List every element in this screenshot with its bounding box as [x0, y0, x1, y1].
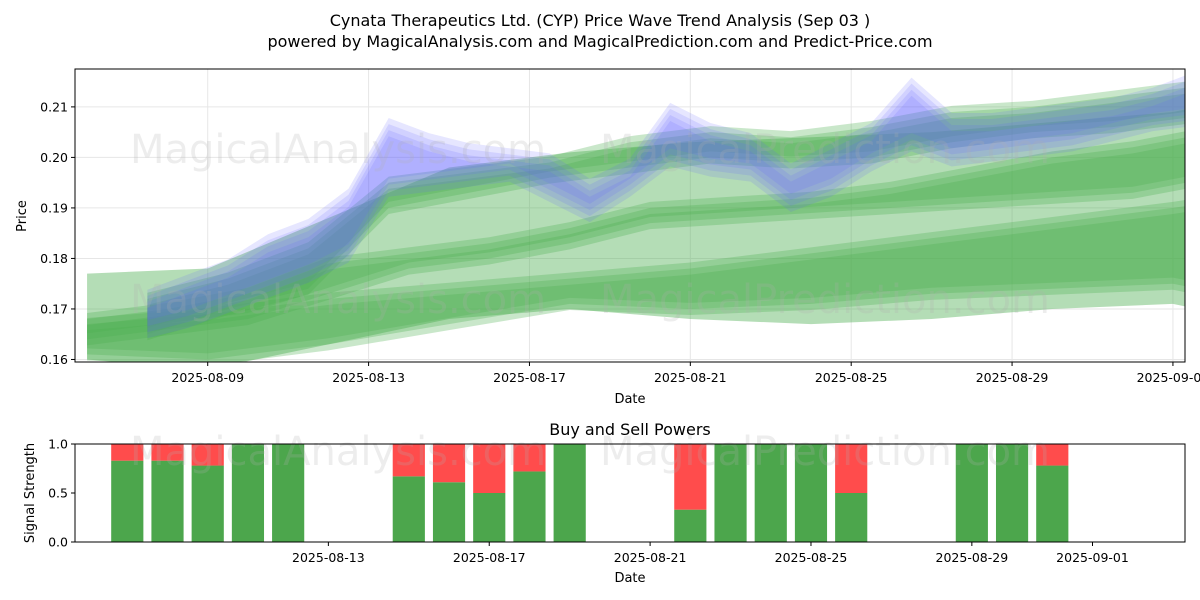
buy-bar-12 [754, 444, 787, 542]
price-watermarks: MagicalAnalysis.com MagicalPrediction.co… [130, 127, 1050, 323]
wave-bands [87, 75, 1185, 362]
signal-x-tick-label-1: 2025-08-17 [453, 550, 526, 565]
signal-y-label: Signal Strength [23, 443, 38, 543]
price-y-tick-label-3: 0.19 [40, 200, 68, 215]
price-x-ticks: 2025-08-09 2025-08-13 2025-08-17 2025-08-21… [171, 362, 1200, 385]
sell-bar-17 [1036, 444, 1069, 466]
price-y-label: Price [15, 200, 30, 232]
watermark-analysis-top: MagicalAnalysis.com [130, 127, 546, 173]
signal-y-tick-label-2: 1.0 [48, 437, 68, 452]
wide-range-wave-band-0 [87, 109, 1185, 362]
buy-bar-2 [191, 465, 224, 542]
watermark-prediction-top: MagicalPrediction.com [600, 127, 1050, 173]
sell-bar-1 [151, 444, 184, 461]
short-term-wave-band-0 [147, 93, 1185, 341]
mid-term-wave-band-1 [87, 137, 1185, 340]
actual-price-wave-band-3 [147, 75, 1185, 321]
watermark-prediction-mid: MagicalPrediction.com [600, 277, 1050, 323]
price-y-tick-label-0: 0.16 [40, 352, 68, 367]
buy-sell-bars [111, 444, 1069, 542]
sell-bar-7 [473, 444, 506, 493]
chart-title: Cynata Therapeutics Ltd. (CYP) Price Wav… [330, 11, 871, 30]
buy-bar-4 [272, 444, 305, 542]
price-x-tick-label-5: 2025-08-29 [976, 370, 1049, 385]
sell-bar-0 [111, 444, 144, 461]
signal-x-ticks: 2025-08-13 2025-08-17 2025-08-21 2025-08-25… [292, 542, 1129, 565]
sell-bar-2 [191, 444, 224, 466]
signal-x-tick-label-5: 2025-09-01 [1056, 550, 1129, 565]
sell-bar-8 [513, 444, 546, 472]
buy-sell-panel: Buy and Sell Powers MagicalAnalysis.com … [23, 420, 1186, 586]
actual-price-wave-band-2 [147, 81, 1185, 327]
actual-price-wave-band-0 [147, 93, 1185, 339]
price-y-tick-label-1: 0.17 [40, 301, 68, 316]
long-term-wave-band-1 [87, 206, 1185, 360]
buy-bar-11 [714, 444, 747, 542]
price-x-tick-label-4: 2025-08-25 [815, 370, 888, 385]
buy-bar-16 [995, 444, 1029, 542]
price-x-tick-label-6: 2025-09-01 [1137, 370, 1200, 385]
price-x-tick-label-2: 2025-08-17 [493, 370, 566, 385]
price-x-tick-label-3: 2025-08-21 [654, 370, 727, 385]
signal-x-tick-label-3: 2025-08-25 [775, 550, 848, 565]
price-plot-frame [74, 68, 1186, 363]
sell-bar-14 [835, 444, 868, 493]
price-y-ticks: 0.16 0.17 0.18 0.19 0.20 0.21 [40, 99, 75, 367]
buy-bar-8 [513, 471, 546, 542]
mid-term-wave-band-0 [87, 143, 1185, 346]
price-wave-panel: MagicalAnalysis.com MagicalPrediction.co… [15, 68, 1200, 407]
long-term-wave-band-0 [87, 212, 1185, 362]
buy-bar-5 [392, 476, 425, 542]
price-grid [75, 69, 1185, 362]
price-x-label: Date [614, 392, 645, 407]
short-term-wave-band-1 [147, 87, 1185, 335]
short-term-wave-band-2 [147, 81, 1185, 329]
watermark-analysis-mid: MagicalAnalysis.com [130, 277, 546, 323]
signal-y-tick-label-1: 0.5 [48, 486, 68, 501]
signal-watermarks: MagicalAnalysis.com MagicalPrediction.co… [130, 429, 1050, 475]
price-y-tick-label-4: 0.20 [40, 150, 68, 165]
buy-bar-7 [473, 493, 506, 542]
buy-bar-17 [1036, 465, 1069, 542]
buy-bar-10 [674, 509, 707, 542]
signal-y-tick-label-0: 0.0 [48, 535, 68, 550]
buy-bar-9 [553, 444, 586, 542]
sell-bar-6 [432, 444, 466, 483]
sell-bar-10 [674, 444, 707, 510]
buy-sell-title: Buy and Sell Powers [549, 420, 711, 439]
price-x-tick-label-1: 2025-08-13 [332, 370, 405, 385]
buy-bar-15 [955, 444, 988, 542]
signal-y-ticks: 0.0 0.5 1.0 [48, 437, 75, 550]
chart-subtitle: powered by MagicalAnalysis.com and Magic… [267, 32, 932, 51]
signal-x-label: Date [614, 571, 645, 586]
actual-price-wave-band-1 [147, 87, 1185, 333]
watermark-analysis-bottom: MagicalAnalysis.com [130, 429, 546, 475]
price-y-tick-label-2: 0.18 [40, 251, 68, 266]
sell-bar-5 [392, 444, 425, 477]
buy-bar-3 [231, 444, 265, 542]
watermark-prediction-bottom: MagicalPrediction.com [600, 429, 1050, 475]
price-y-tick-label-5: 0.21 [40, 99, 68, 114]
signal-x-tick-label-4: 2025-08-29 [936, 550, 1009, 565]
signal-x-tick-label-2: 2025-08-21 [614, 550, 687, 565]
price-x-tick-label-0: 2025-08-09 [171, 370, 244, 385]
signal-x-tick-label-0: 2025-08-13 [292, 550, 365, 565]
buy-bar-0 [111, 460, 144, 542]
buy-bar-13 [794, 444, 828, 542]
buy-bar-6 [432, 482, 466, 542]
buy-bar-1 [151, 460, 184, 542]
buy-bar-14 [835, 493, 868, 542]
mid-term-wave-band-2 [87, 131, 1185, 334]
long-term-wave-band-2 [87, 200, 1185, 354]
